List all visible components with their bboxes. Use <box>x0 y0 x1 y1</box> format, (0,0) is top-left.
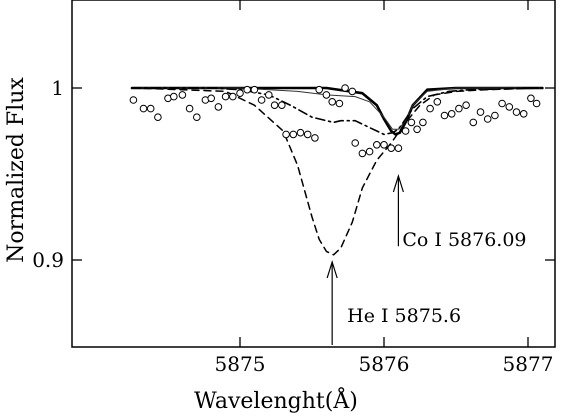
observed-point <box>278 101 286 109</box>
annotation-label: He I 5875.6 <box>347 305 461 327</box>
observed-point <box>270 101 279 109</box>
observed-points <box>129 84 541 158</box>
series-line-solid-thin <box>131 87 543 130</box>
y-tick-labels: 0.9 1 <box>32 76 64 272</box>
observed-point <box>296 128 305 137</box>
line-annotations: He I 5875.6 Co I 5876.09 <box>326 173 527 345</box>
observed-point <box>462 101 470 109</box>
observed-point <box>193 113 201 121</box>
observed-point <box>348 87 357 96</box>
observed-point <box>311 134 319 142</box>
series-line-dashed <box>131 87 544 256</box>
y-tick-label-1: 1 <box>51 76 64 100</box>
observed-point <box>322 91 331 99</box>
observed-point <box>221 92 230 101</box>
observed-point <box>365 147 374 156</box>
annotation-arrow-head <box>326 259 338 279</box>
observed-point <box>351 139 360 147</box>
observed-point <box>236 89 244 97</box>
observed-point <box>426 104 434 113</box>
observed-point <box>401 127 410 135</box>
observed-point <box>469 118 478 127</box>
plot-frame <box>71 0 556 348</box>
observed-point <box>519 110 528 118</box>
annotation-arrow-head <box>392 173 404 193</box>
observed-point <box>250 85 259 94</box>
observed-point <box>170 92 178 101</box>
observed-point <box>146 104 155 113</box>
observed-point <box>358 149 367 158</box>
observed-point <box>419 118 427 127</box>
observed-point <box>447 110 456 118</box>
x-tick-label-5876: 5876 <box>359 352 410 376</box>
observed-point <box>455 104 463 113</box>
observed-point <box>178 91 187 99</box>
observed-point <box>532 99 541 108</box>
y-tick-label-0.9: 0.9 <box>32 248 64 272</box>
observed-point <box>328 98 337 106</box>
observed-point <box>185 104 194 113</box>
observed-point <box>491 111 499 120</box>
observed-point <box>373 141 381 149</box>
observed-point <box>483 115 492 123</box>
annotation-label: Co I 5876.09 <box>402 229 526 251</box>
observed-point <box>433 98 442 106</box>
x-tick-labels: 5875 5876 5877 <box>215 352 554 376</box>
observed-point <box>505 103 514 111</box>
observed-point <box>282 130 290 139</box>
observed-point <box>394 144 403 152</box>
observed-point <box>265 91 273 99</box>
y-axis-title: Normalized Flux <box>4 77 29 263</box>
observed-point <box>413 125 421 134</box>
x-axis-title: Wavelenght(Å) <box>194 386 358 414</box>
observed-point <box>527 94 535 103</box>
observed-point <box>387 144 396 152</box>
observed-point <box>257 96 266 104</box>
observed-point <box>512 108 521 116</box>
axis-ticks <box>72 0 555 347</box>
observed-point <box>303 130 312 139</box>
observed-point <box>315 85 324 94</box>
observed-point <box>407 118 416 127</box>
observed-point <box>243 85 251 94</box>
observed-point <box>341 84 349 92</box>
observed-point <box>380 141 388 149</box>
observed-point <box>498 99 506 108</box>
observed-point <box>129 96 138 104</box>
observed-point <box>207 94 215 103</box>
observed-point <box>289 130 298 139</box>
x-tick-label-5875: 5875 <box>215 352 266 376</box>
observed-point <box>335 99 344 108</box>
observed-point <box>440 111 449 120</box>
observed-point <box>154 113 162 121</box>
x-tick-label-5877: 5877 <box>503 352 554 376</box>
observed-point <box>214 103 223 111</box>
observed-point <box>476 108 485 116</box>
observed-point <box>229 92 237 101</box>
observed-point <box>139 104 148 113</box>
